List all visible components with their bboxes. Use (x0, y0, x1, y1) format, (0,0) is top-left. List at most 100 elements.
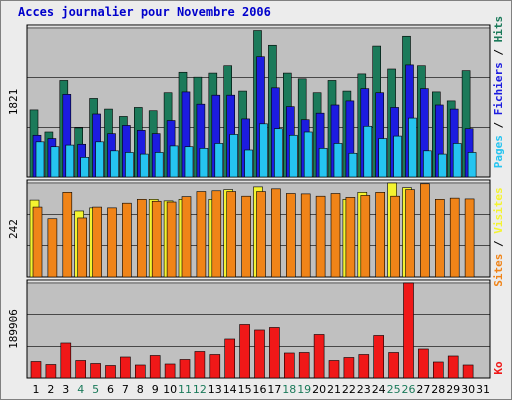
bar-pages-day-14 (229, 134, 238, 178)
bar-ko-day-24 (373, 335, 385, 379)
bar-pages-day-24 (378, 138, 388, 178)
y-max-label: 1821 (7, 89, 20, 116)
bar-ko-day-4 (75, 360, 86, 379)
chart-title: Acces journalier pour Novembre 2006 (18, 5, 271, 19)
bar-ko-day-23 (358, 354, 370, 379)
day-label: 10 (163, 383, 177, 396)
bar-ko-day-19 (298, 352, 310, 379)
day-label: 8 (137, 383, 144, 396)
day-label: 2 (47, 383, 54, 396)
day-label: 19 (297, 383, 311, 396)
bar-pages-day-4 (80, 157, 89, 178)
bar-pages-day-15 (244, 149, 253, 178)
bar-ko-day-7 (120, 356, 131, 379)
bar-ko-day-17 (269, 327, 280, 379)
bar-ko-day-25 (388, 352, 399, 379)
bar-sites-day-11 (181, 196, 192, 278)
day-label: 16 (253, 383, 267, 396)
bar-sites-day-2 (47, 218, 58, 278)
bar-pages-day-27 (423, 150, 432, 178)
bar-sites-day-7 (122, 202, 132, 278)
bar-sites-day-18 (285, 193, 296, 278)
bar-pages-day-2 (50, 146, 60, 178)
day-label: 22 (342, 383, 356, 396)
bar-sites-day-5 (92, 206, 102, 278)
bar-pages-day-7 (125, 152, 134, 178)
day-label: 14 (223, 383, 237, 396)
day-label: 9 (152, 383, 159, 396)
bar-pages-day-30 (467, 152, 477, 178)
day-label: 11 (178, 383, 192, 396)
day-label: 25 (387, 383, 401, 396)
bar-sites-day-26 (405, 189, 415, 278)
bar-sites-day-16 (256, 191, 266, 278)
bar-sites-day-3 (62, 192, 73, 278)
bar-sites-day-12 (196, 191, 207, 278)
day-label: 4 (77, 383, 84, 396)
day-axis: 1 2 3 4 5 6 7 8 9 10 11 12 13 14 15 16 17 18 19 20 21 22 23 24 2… (33, 383, 491, 396)
bar-sites-day-10 (166, 201, 177, 278)
day-label: 24 (372, 383, 386, 396)
bar-pages-day-13 (214, 143, 224, 178)
bar-pages-day-22 (348, 152, 358, 178)
day-label: 5 (92, 383, 99, 396)
bar-ko-day-14 (224, 338, 235, 379)
day-label: 1 (33, 383, 40, 396)
day-label: 27 (416, 383, 430, 396)
bar-sites-day-17 (271, 188, 281, 278)
bar-sites-day-9 (151, 200, 162, 278)
bar-ko-day-20 (313, 334, 325, 379)
day-label: 18 (282, 383, 296, 396)
bar-sites-day-1 (32, 206, 43, 278)
bar-pages-day-9 (154, 152, 164, 178)
day-label: 12 (193, 383, 207, 396)
day-label: 21 (327, 383, 341, 396)
series-legends: Pages / Fichiers / Hits Sites / Visites Ko (492, 16, 505, 375)
bar-sites-day-28 (434, 199, 445, 278)
bar-ko-day-18 (283, 352, 295, 379)
bar-pages-day-21 (333, 143, 343, 178)
bar-ko-day-2 (45, 364, 57, 379)
bar-sites-day-14 (226, 191, 236, 278)
bar-ko-day-22 (343, 357, 355, 379)
bar-pages-day-28 (437, 153, 447, 178)
day-label: 3 (62, 383, 69, 396)
bar-sites-day-19 (300, 193, 311, 278)
bar-pages-day-12 (199, 148, 209, 178)
bar-sites-day-20 (315, 195, 326, 278)
bar-pages-day-8 (140, 153, 149, 178)
bar-ko-day-13 (209, 354, 221, 379)
day-label: 7 (122, 383, 129, 396)
bar-pages-day-17 (274, 128, 283, 178)
day-label: 13 (208, 383, 222, 396)
chart-panels: 1821 242 189906 (7, 24, 491, 379)
bar-ko-day-30 (462, 364, 474, 379)
bar-sites-day-30 (464, 198, 475, 278)
bar-ko-day-5 (90, 363, 101, 379)
day-label: 29 (446, 383, 460, 396)
bar-sites-day-4 (77, 217, 87, 278)
day-label: 23 (357, 383, 371, 396)
bar-sites-day-29 (449, 197, 460, 278)
bar-ko-day-27 (418, 348, 429, 379)
bar-ko-day-8 (135, 364, 146, 379)
bar-ko-day-9 (149, 355, 161, 379)
legend-sites-visites: Sites / Visites (492, 187, 505, 286)
bar-ko-day-6 (105, 365, 116, 379)
bar-sites-day-6 (107, 207, 117, 278)
bar-pages-day-26 (408, 117, 417, 178)
bar-pages-day-23 (363, 125, 373, 178)
y-max-label: 242 (7, 219, 20, 239)
bar-sites-day-27 (420, 183, 430, 278)
bar-ko-day-28 (432, 361, 444, 379)
bar-ko-day-15 (239, 324, 250, 379)
bar-ko-day-10 (164, 363, 176, 379)
bar-ko-day-12 (194, 351, 206, 379)
bar-sites-day-13 (211, 190, 222, 278)
bar-sites-day-15 (241, 195, 251, 278)
y-max-label: 189906 (7, 309, 20, 349)
bar-ko-day-29 (447, 355, 459, 379)
bar-ko-day-3 (60, 342, 72, 379)
bar-ko-day-16 (254, 329, 265, 379)
